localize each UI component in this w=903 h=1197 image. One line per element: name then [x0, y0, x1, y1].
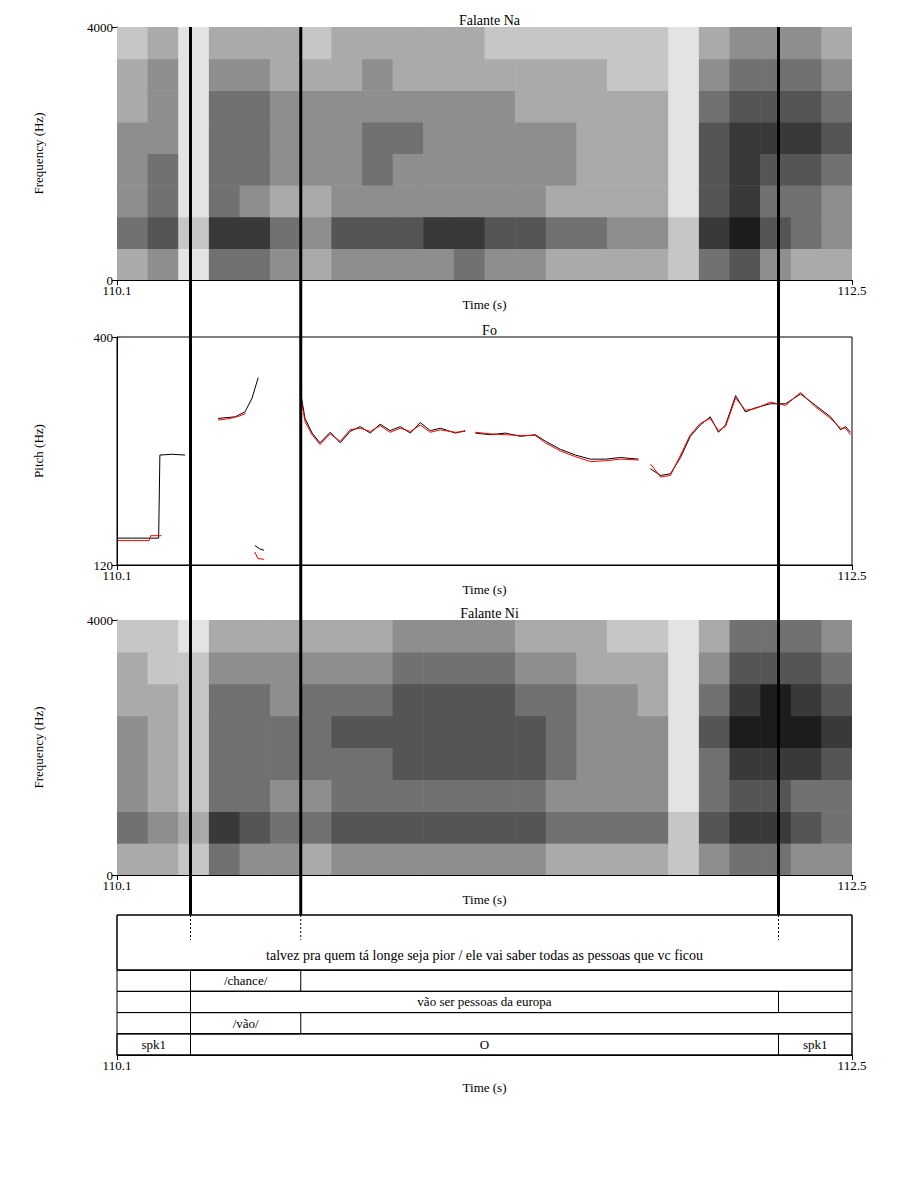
svg-text:112.5: 112.5 — [838, 1058, 867, 1073]
svg-text:vão ser pessoas da europa: vão ser pessoas da europa — [417, 994, 552, 1009]
svg-text:112.5: 112.5 — [838, 878, 867, 893]
svg-text:talvez pra quem tá longe seja: talvez pra quem tá longe seja pior / ele… — [266, 948, 703, 963]
svg-text:Time (s): Time (s) — [463, 1080, 507, 1095]
svg-text:4000: 4000 — [87, 613, 113, 628]
svg-text:120: 120 — [93, 557, 113, 573]
svg-text:/chance/: /chance/ — [224, 973, 268, 988]
svg-text:4000: 4000 — [87, 20, 113, 35]
svg-text:Frequency (Hz): Frequency (Hz) — [31, 707, 46, 789]
svg-text:110.1: 110.1 — [103, 568, 132, 583]
svg-text:O: O — [480, 1037, 489, 1052]
svg-text:Falante Ni: Falante Ni — [460, 606, 519, 621]
svg-text:Pitch (Hz): Pitch (Hz) — [31, 424, 46, 478]
svg-text:Fo: Fo — [482, 323, 497, 338]
svg-text:400: 400 — [94, 330, 114, 345]
svg-text:110.1: 110.1 — [103, 878, 132, 893]
svg-text:spk1: spk1 — [141, 1037, 166, 1052]
svg-text:Time (s): Time (s) — [463, 582, 507, 597]
svg-text:110.1: 110.1 — [103, 1058, 132, 1073]
svg-text:Time (s): Time (s) — [463, 892, 507, 907]
svg-text:112.5: 112.5 — [838, 283, 867, 298]
svg-text:0: 0 — [106, 272, 113, 288]
svg-text:spk1: spk1 — [803, 1037, 828, 1052]
svg-text:Time (s): Time (s) — [463, 297, 507, 312]
svg-text:0: 0 — [106, 867, 113, 883]
svg-text:112.5: 112.5 — [838, 568, 867, 583]
svg-text:/vão/: /vão/ — [233, 1016, 259, 1031]
svg-text:Frequency (Hz): Frequency (Hz) — [31, 113, 46, 195]
svg-text:110.1: 110.1 — [103, 283, 132, 298]
svg-text:Falante Na: Falante Na — [459, 13, 521, 28]
